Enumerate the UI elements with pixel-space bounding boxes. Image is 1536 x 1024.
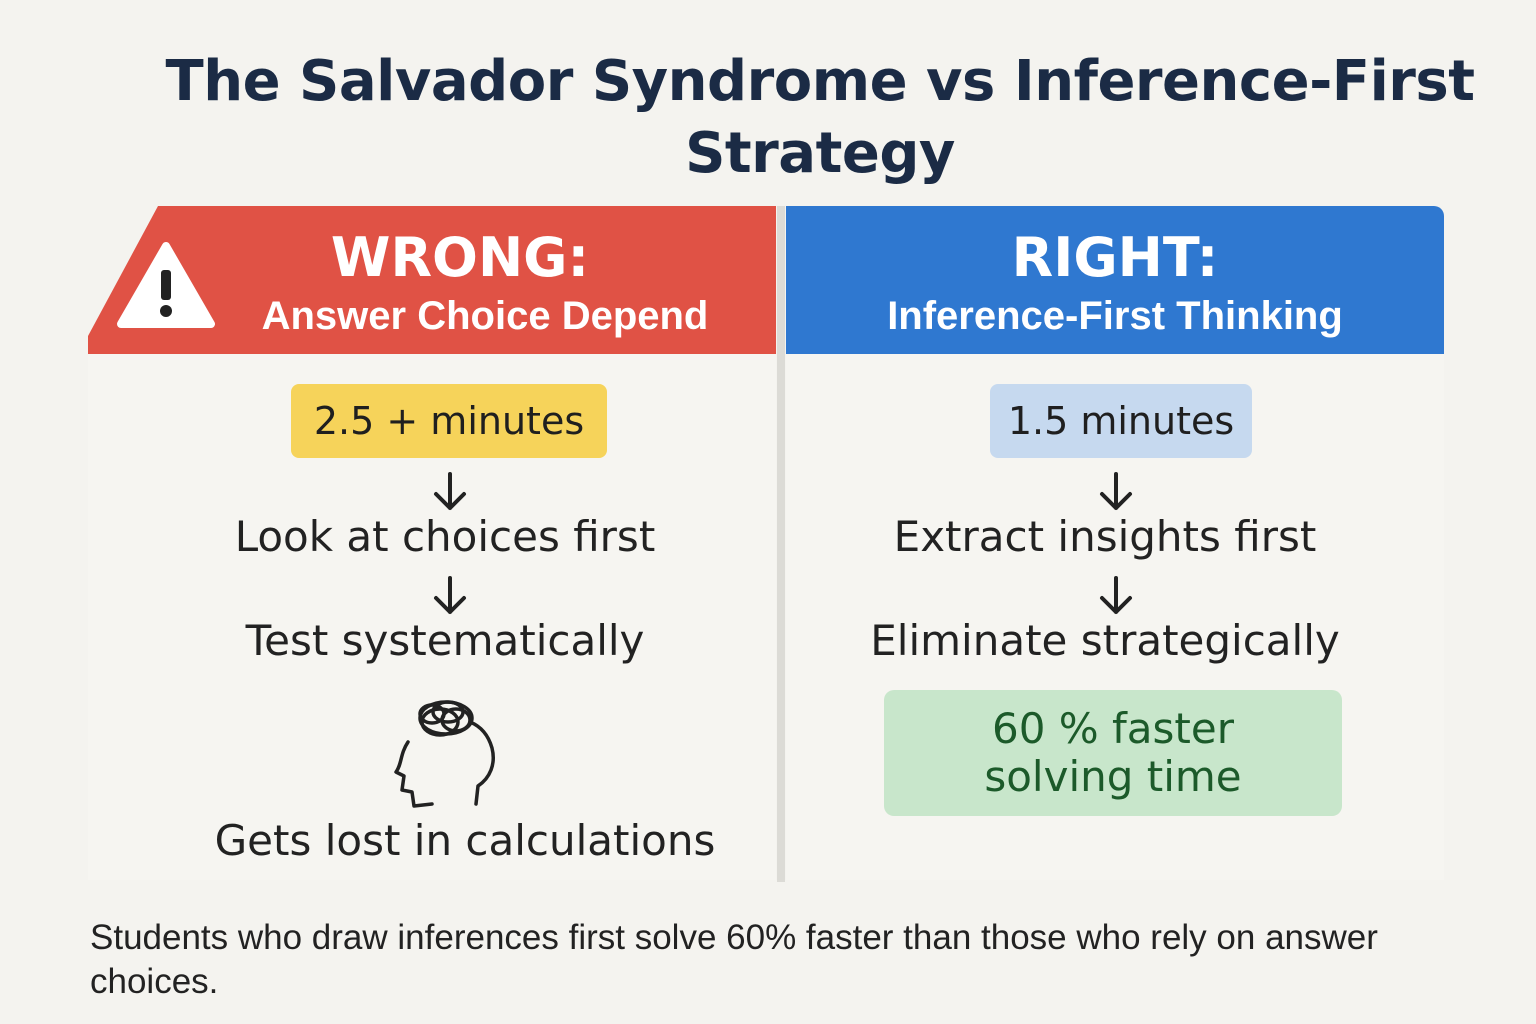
wrong-subheading: Answer Choice Depend (261, 294, 709, 338)
down-arrow-icon (434, 576, 466, 614)
down-arrow-icon (434, 472, 466, 510)
right-header (786, 206, 1444, 354)
wrong-header (88, 206, 776, 354)
wrong-time-badge: 2.5 + minutes (291, 384, 607, 458)
result-line-2: solving time (984, 752, 1242, 801)
footer-caption: Students who draw inferences first solve… (90, 918, 1378, 1001)
down-arrow-icon (1100, 472, 1132, 510)
wrong-heading: WRONG: (330, 226, 590, 289)
wrong-step-1: Look at choices first (234, 512, 656, 561)
right-heading: RIGHT: (1011, 226, 1219, 289)
result-line-1: 60 % faster (991, 704, 1235, 753)
right-time-badge: 1.5 minutes (990, 384, 1252, 458)
result-box: 60 % faster solving time (884, 690, 1342, 816)
right-step-2: Eliminate strategically (870, 616, 1340, 665)
confused-head-icon (394, 700, 495, 808)
wrong-outcome: Gets lost in calculations (214, 816, 716, 865)
page-title: The Salvador Syndrome vs Inference-First… (165, 49, 1475, 186)
warning-icon (117, 242, 215, 328)
column-divider (777, 206, 785, 882)
right-subheading: Inference-First Thinking (887, 294, 1343, 338)
wrong-step-2: Test systematically (245, 616, 645, 665)
right-step-1: Extract insights first (893, 512, 1317, 561)
down-arrow-icon (1100, 576, 1132, 614)
